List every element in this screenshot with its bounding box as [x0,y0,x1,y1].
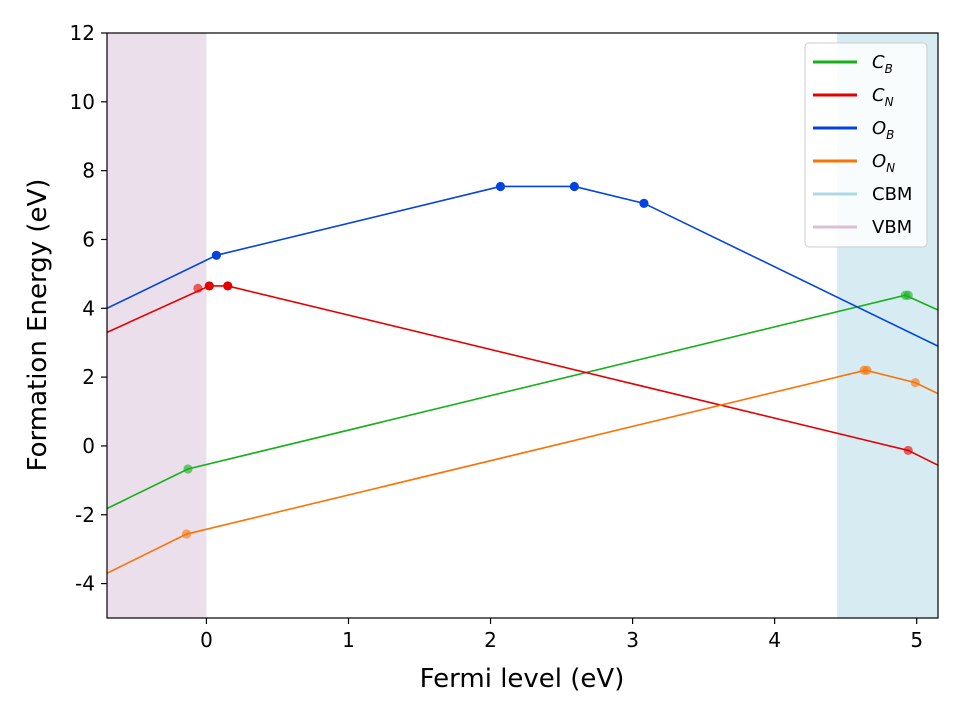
data-point-cn [204,281,214,291]
y-tick-label: -4 [75,572,95,596]
x-tick-label: 1 [342,628,355,652]
data-point-cn [903,445,913,456]
y-tick-label: 12 [70,21,95,45]
data-point-ob [639,198,649,208]
data-point-ob [495,181,506,192]
x-tick-label: 3 [626,628,639,652]
series-line-on [107,369,938,574]
x-axis-label: Fermi level (eV) [420,664,625,694]
y-axis-ticks: -4 -2 0 2 4 6 8 10 12 [70,21,107,596]
legend-label-subscript: B [885,62,893,76]
x-tick-label: 2 [484,628,497,652]
y-axis-label: Formation Energy (eV) [23,179,53,472]
y-tick-label: 0 [82,434,95,458]
data-point-on [181,529,192,539]
series-markers [181,181,920,539]
legend-label-subscript: N [885,95,894,109]
y-tick-label: 10 [70,90,95,114]
data-point-on [910,378,920,388]
data-point-cn [223,281,233,291]
y-tick-label: 2 [82,365,95,389]
data-point-cb [903,290,913,300]
x-tick-label: 5 [910,628,923,652]
data-point-cn [193,283,203,293]
y-tick-label: 6 [82,227,95,251]
data-point-ob [211,250,221,260]
plot-frame [106,32,939,619]
legend-label-subscript: B [886,128,894,142]
data-point-on [862,365,872,375]
legend-label: VBM [872,217,912,238]
x-axis-ticks: 0 1 2 3 4 5 [200,618,923,652]
x-tick-label: 4 [768,628,781,652]
data-point-cb [183,464,193,474]
legend-label-subscript: N [886,161,895,175]
x-tick-label: 0 [200,628,213,652]
series-line-cb [107,294,938,510]
y-tick-label: 4 [82,296,95,320]
y-tick-label: -2 [75,503,95,527]
legend-label: CBM [872,184,912,205]
series-line-cn [107,285,938,466]
series-line-ob [107,185,938,347]
y-tick-label: 8 [82,159,95,183]
data-point-ob [569,181,579,192]
